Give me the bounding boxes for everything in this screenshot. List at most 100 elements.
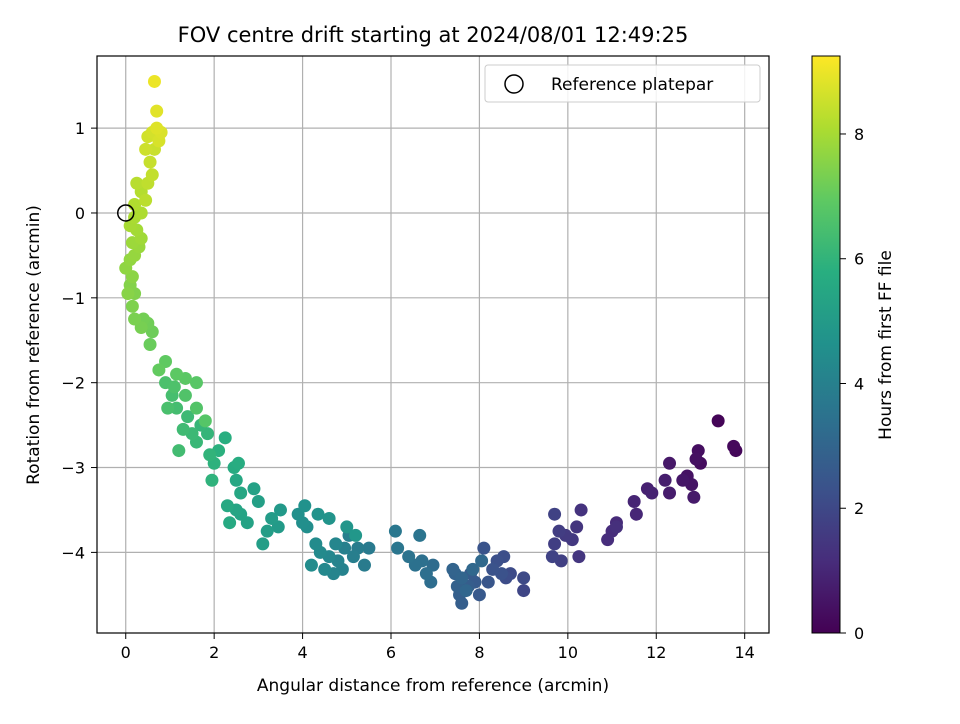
colorbar-ticks: 0 2 4 6 8 <box>840 125 864 643</box>
scatter-point <box>152 363 166 377</box>
x-tick-label: 14 <box>735 643 755 662</box>
scatter-point <box>121 287 135 301</box>
scatter-point <box>139 142 153 156</box>
x-tick-label: 4 <box>297 643 307 662</box>
colorbar-label: Hours from first FF file <box>876 250 896 440</box>
scatter-point <box>711 414 725 428</box>
scatter-point <box>273 503 287 517</box>
scatter-point <box>517 584 531 598</box>
scatter-point <box>517 571 531 585</box>
y-axis-label: Rotation from reference (arcmin) <box>24 205 44 485</box>
scatter-point <box>658 473 672 487</box>
x-tick-label: 10 <box>558 643 578 662</box>
scatter-point <box>198 414 212 428</box>
scatter-point <box>676 473 690 487</box>
scatter-point <box>552 524 566 538</box>
scatter-point <box>318 562 332 576</box>
scatter-point <box>645 486 659 500</box>
legend: Reference platepar <box>484 64 761 103</box>
scatter-point <box>150 104 164 118</box>
scatter-point <box>128 312 142 326</box>
scatter-point <box>128 197 142 211</box>
scatter-point <box>727 439 741 453</box>
scatter-point <box>178 388 192 402</box>
scatter-point <box>388 524 402 538</box>
scatter-point <box>143 155 157 169</box>
chart-title: FOV centre drift starting at 2024/08/01 … <box>178 23 689 47</box>
x-tick-label: 2 <box>209 643 219 662</box>
scatter-point <box>205 473 219 487</box>
scatter-point <box>472 588 486 602</box>
scatter-point <box>687 490 701 504</box>
colorbar-tick-label: 0 <box>854 624 864 643</box>
scatter-point <box>256 537 270 551</box>
scatter-point <box>247 482 261 496</box>
scatter-point <box>161 401 175 415</box>
scatter-point <box>203 448 217 462</box>
scatter-point <box>329 537 343 551</box>
scatter-point <box>477 541 491 555</box>
scatter-point <box>322 511 336 525</box>
scatter-point <box>545 550 559 564</box>
scatter-point <box>455 571 469 585</box>
colorbar-tick-label: 8 <box>854 125 864 144</box>
scatter-point <box>145 168 159 182</box>
scatter-point <box>125 299 139 313</box>
scatter-point <box>298 499 312 513</box>
scatter-point <box>627 494 641 508</box>
scatter-point <box>172 444 186 458</box>
x-tick-label: 6 <box>386 643 396 662</box>
y-axis-ticks: −4 −3 −2 −1 0 1 <box>61 119 97 562</box>
scatter-point <box>446 562 460 576</box>
colorbar-tick-label: 6 <box>854 250 864 269</box>
scatter-point <box>689 452 703 466</box>
scatter-point <box>548 507 562 521</box>
grid <box>97 56 769 633</box>
scatter-point <box>486 562 500 576</box>
scatter-point <box>362 541 376 555</box>
scatter-point <box>220 499 234 513</box>
reference-platepar-marker <box>116 204 135 222</box>
scatter-point <box>260 524 274 538</box>
scatter-point <box>475 554 489 568</box>
scatter-point <box>419 567 433 581</box>
plot-frame <box>96 55 770 634</box>
scatter-point <box>601 533 615 547</box>
scatter-point <box>311 507 325 521</box>
scatter-point <box>143 338 157 351</box>
scatter-points <box>119 74 743 610</box>
y-tick-label: −2 <box>61 374 85 393</box>
x-tick-label: 8 <box>474 643 484 662</box>
legend-entry-reference: Reference platepar <box>551 75 713 95</box>
scatter-point <box>147 74 161 88</box>
scatter-point <box>150 121 164 135</box>
scatter-point <box>548 537 562 551</box>
scatter-point <box>357 558 371 572</box>
scatter-point <box>574 503 588 517</box>
scatter-point <box>251 494 265 508</box>
scatter-point <box>466 562 480 576</box>
colorbar-tick-label: 4 <box>854 374 864 393</box>
y-tick-label: 1 <box>75 119 85 138</box>
x-axis-label: Angular distance from reference (arcmin) <box>257 676 609 696</box>
scatter-point <box>349 528 363 542</box>
scatter-point <box>223 516 237 530</box>
scatter-point <box>572 550 586 564</box>
scatter-point <box>130 176 144 190</box>
scatter-point <box>167 380 181 394</box>
scatter-point <box>609 520 623 534</box>
scatter-point <box>629 507 643 521</box>
legend-marker-icon <box>504 74 524 94</box>
scatter-point <box>170 367 184 381</box>
scatter-point <box>234 486 248 500</box>
scatter-point <box>346 550 360 564</box>
scatter-point <box>265 511 279 525</box>
x-axis-ticks: 0 2 4 6 8 10 12 14 <box>121 633 755 662</box>
y-tick-label: 0 <box>75 204 85 223</box>
y-tick-label: −3 <box>61 459 85 478</box>
legend-box <box>484 64 761 103</box>
scatter-point <box>309 537 323 551</box>
scatter-point <box>189 376 203 390</box>
